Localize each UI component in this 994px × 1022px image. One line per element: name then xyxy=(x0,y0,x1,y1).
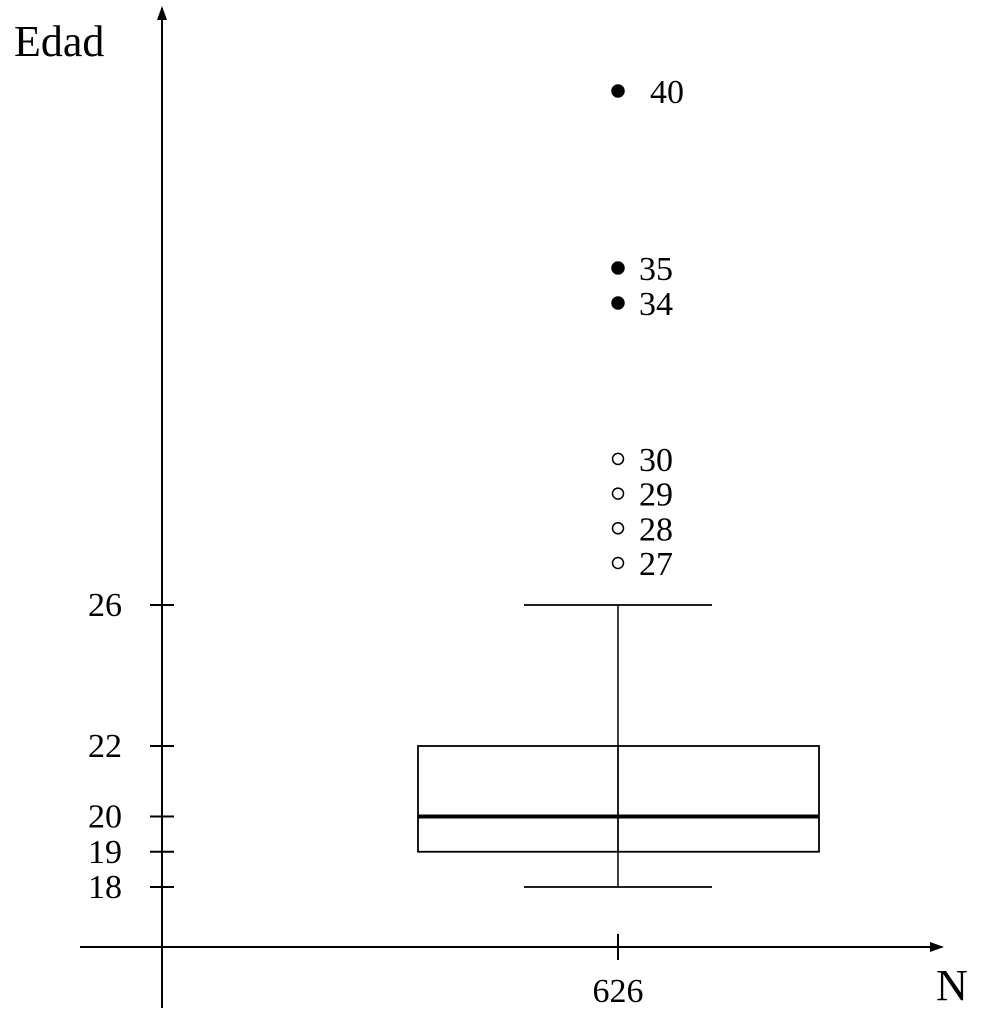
y-axis-label: Edad xyxy=(14,17,104,66)
outlier-label: 35 xyxy=(639,251,673,288)
x-tick-group: 626 xyxy=(593,934,644,1010)
outlier-point xyxy=(611,452,625,466)
y-tick-label: 26 xyxy=(88,587,122,624)
extreme-outlier-point xyxy=(611,261,625,275)
extreme-outlier-point xyxy=(611,296,625,310)
outlier-label: 29 xyxy=(639,477,673,514)
x-axis-label: N xyxy=(936,961,968,1010)
outlier-label: 27 xyxy=(639,546,673,583)
y-tick-label: 18 xyxy=(88,869,122,906)
outlier-label: 34 xyxy=(639,286,673,323)
y-tick-label: 22 xyxy=(88,728,122,765)
outlier-label: 40 xyxy=(650,74,684,111)
extreme-outlier-point xyxy=(611,84,625,98)
outlier-point xyxy=(611,522,625,535)
outlier-point xyxy=(611,487,625,500)
x-tick-label: 626 xyxy=(593,973,644,1010)
outlier-label: 30 xyxy=(639,442,673,479)
outlier-label: 28 xyxy=(639,511,673,548)
outlier-point xyxy=(611,556,625,570)
box-group xyxy=(417,604,820,888)
y-tick-label: 20 xyxy=(88,799,122,836)
y-tick-label: 19 xyxy=(88,834,122,871)
